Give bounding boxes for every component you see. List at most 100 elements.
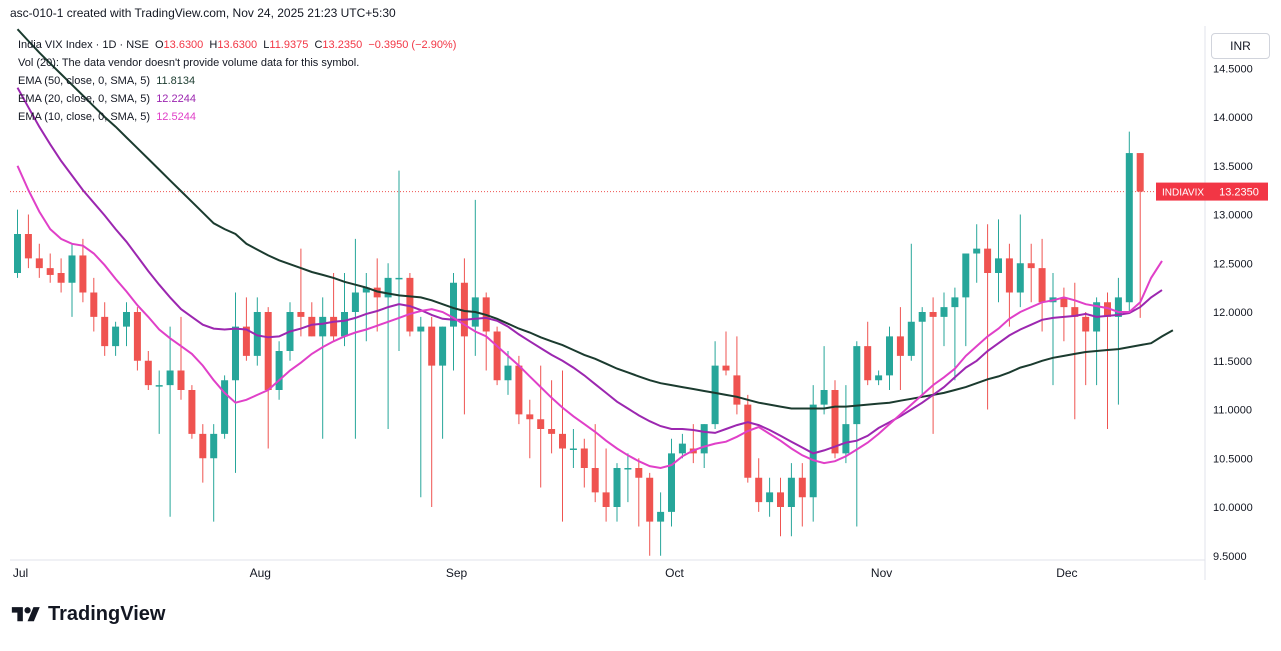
candle-body: [14, 234, 21, 273]
candle-body: [973, 248, 981, 254]
candle-body: [722, 365, 730, 371]
candle-body: [591, 468, 599, 493]
candle-body: [875, 375, 883, 381]
candle-body: [46, 268, 54, 275]
candle-body: [820, 390, 828, 405]
candle-body: [188, 390, 196, 434]
candle-body: [384, 277, 392, 298]
legend-ema20-row[interactable]: EMA (20, close, 0, SMA, 5) 12.2244: [18, 90, 456, 108]
candle-body: [112, 326, 120, 347]
candle-body: [668, 453, 675, 512]
ema20-value: 12.2244: [156, 93, 196, 105]
candle-body: [101, 316, 109, 347]
candle-body: [864, 346, 872, 381]
candle-body: [907, 321, 915, 356]
candle-body: [951, 297, 959, 308]
candle-body: [755, 477, 763, 503]
candle-body: [526, 414, 534, 420]
y-tick-label: 10.0000: [1213, 502, 1253, 514]
ohlc-open: 13.6300: [163, 39, 204, 51]
candle-body: [798, 477, 806, 498]
candle-body: [504, 365, 512, 381]
y-tick-label: 10.5000: [1213, 453, 1253, 465]
candle-body: [155, 385, 163, 387]
tradingview-brand[interactable]: TradingView: [10, 603, 165, 626]
candle-body: [580, 448, 588, 468]
candle-body: [537, 419, 545, 429]
candle-body: [1005, 258, 1013, 293]
ohlc-high: 13.6300: [217, 39, 258, 51]
candle-body: [406, 277, 414, 332]
y-tick-label: 12.0000: [1213, 307, 1253, 319]
ema20-label: EMA (20, close, 0, SMA, 5): [18, 93, 151, 105]
candle-body: [842, 424, 850, 454]
candle-body: [242, 326, 250, 356]
legend-ema50-row[interactable]: EMA (50, close, 0, SMA, 5) 11.8134: [18, 72, 456, 90]
candle-body: [787, 477, 795, 507]
candle-body: [1125, 153, 1133, 303]
candle-body: [450, 282, 457, 327]
candle-body: [548, 429, 556, 434]
ohlc-close-label: C: [314, 39, 323, 51]
candle-body: [678, 443, 686, 454]
y-tick-label: 14.5000: [1213, 63, 1253, 75]
candle-body: [896, 336, 904, 356]
candle-body: [984, 248, 992, 273]
x-tick-label-nov: Nov: [871, 566, 892, 580]
candle-body: [995, 258, 1002, 273]
candle-body: [569, 448, 577, 450]
ema10-label: EMA (10, close, 0, SMA, 5): [18, 111, 151, 123]
candle-body: [308, 316, 316, 337]
candle-body: [417, 326, 425, 332]
ema20-line: [16, 87, 1163, 455]
candle-body: [1114, 297, 1122, 317]
candle-body: [232, 326, 239, 381]
candle-body: [700, 424, 708, 454]
candle-body: [24, 234, 32, 259]
candle-body: [199, 433, 207, 459]
ohlc-high-label: H: [209, 39, 218, 51]
volume-note[interactable]: Vol (20): The data vendor doesn't provid…: [18, 57, 360, 69]
candle-body: [962, 253, 970, 298]
y-tick-label: 13.5000: [1213, 161, 1253, 173]
y-tick-label: 12.5000: [1213, 258, 1253, 270]
candle-body: [210, 433, 218, 459]
last-price-badge-value: 13.2350: [1219, 187, 1259, 199]
candle-body: [940, 307, 948, 317]
candle-body: [744, 404, 752, 478]
candle-body: [624, 468, 632, 470]
candle-body: [493, 331, 501, 381]
ohlc-open-label: O: [154, 39, 164, 51]
x-tick-label-oct: Oct: [665, 566, 684, 580]
candle-body: [253, 312, 261, 356]
ema10-value: 12.5244: [156, 111, 196, 123]
ohlc-low-label: L: [263, 39, 270, 51]
last-price-badge: [1210, 182, 1268, 201]
candle-body: [766, 492, 774, 503]
candle-body: [809, 404, 817, 498]
candle-body: [221, 380, 229, 434]
y-tick-label: 11.5000: [1213, 356, 1252, 368]
ema10-line: [16, 165, 1163, 470]
candle-body: [460, 282, 468, 337]
candle-body: [1104, 302, 1111, 317]
ohlc-low: 11.9375: [269, 39, 309, 51]
candle-body: [330, 316, 338, 337]
ema50-line: [16, 28, 1174, 410]
candle-body: [57, 273, 65, 283]
candle-body: [319, 316, 327, 337]
symbol-name[interactable]: India VIX Index · 1D · NSE: [18, 39, 149, 51]
legend-ema10-row[interactable]: EMA (10, close, 0, SMA, 5) 12.5244: [18, 108, 456, 126]
y-tick-label: 14.0000: [1213, 112, 1253, 124]
candle-body: [613, 468, 621, 507]
candle-body: [428, 326, 436, 366]
currency-selector[interactable]: INR: [1211, 33, 1270, 59]
candle-body: [297, 312, 305, 317]
symbol-price-badge: [1156, 182, 1210, 201]
x-tick-label-dec: Dec: [1056, 566, 1077, 580]
candle-body: [733, 375, 741, 405]
candle-body: [918, 312, 926, 322]
candle-body: [35, 258, 43, 269]
